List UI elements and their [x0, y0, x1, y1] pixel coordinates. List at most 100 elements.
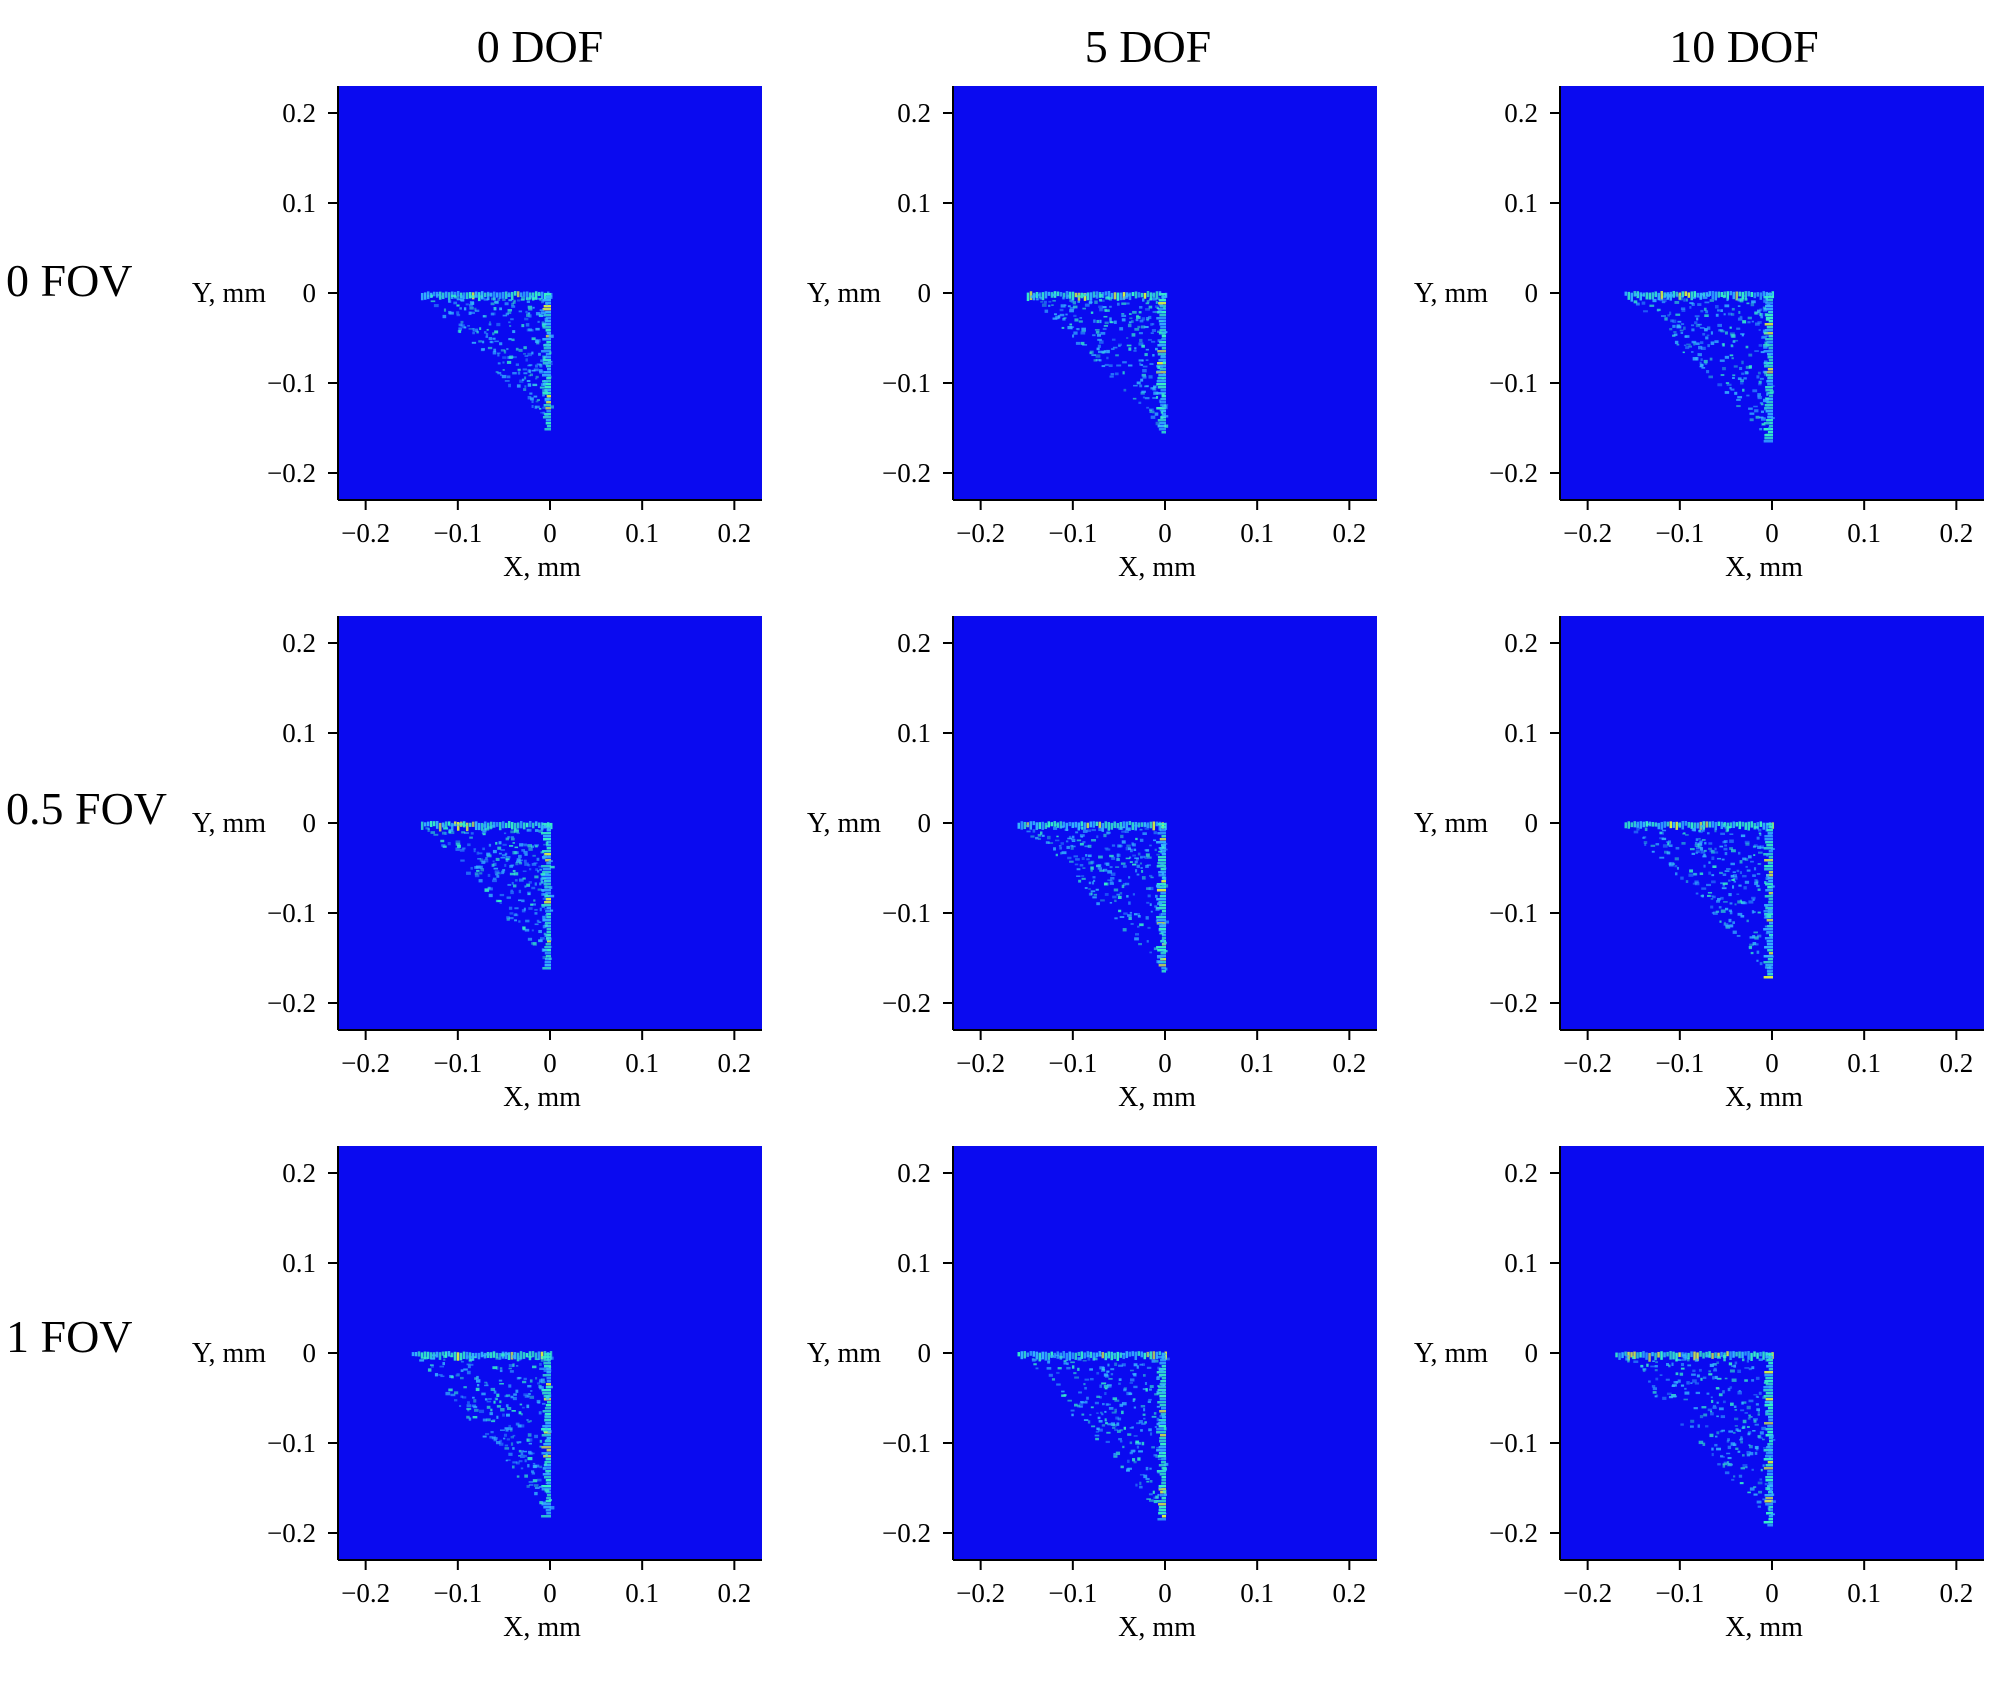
spot-point — [1163, 867, 1167, 870]
spot-point — [1034, 1359, 1038, 1361]
spot-point — [1676, 343, 1680, 346]
spot-point — [1707, 894, 1711, 897]
spot-point — [524, 1395, 530, 1398]
spot-pattern — [1624, 821, 1775, 979]
spot-point — [523, 346, 527, 350]
spot-point — [1149, 1385, 1154, 1389]
spot-point — [1083, 293, 1088, 296]
spot-point — [1760, 351, 1765, 354]
spot-point — [1764, 1404, 1773, 1407]
spot-point — [1141, 390, 1146, 393]
spot-point — [1763, 350, 1773, 353]
spot-point — [1105, 848, 1111, 851]
spot-point — [545, 898, 551, 901]
spot-point — [538, 865, 542, 868]
spot-point — [1157, 1455, 1166, 1458]
spot-point — [1747, 1351, 1750, 1360]
spot-point — [1145, 359, 1149, 361]
spot-point — [510, 291, 514, 301]
spot-point — [1145, 1466, 1149, 1471]
spot-point — [1770, 1401, 1773, 1404]
spot-point — [1742, 1419, 1747, 1424]
spot-point — [1146, 1366, 1152, 1369]
spot-point — [1764, 437, 1773, 440]
spot-point — [1100, 331, 1106, 335]
spot-point — [454, 824, 460, 827]
spot-point — [1039, 296, 1043, 300]
spot-point — [546, 1380, 551, 1383]
spot-point — [1159, 401, 1166, 404]
spot-point — [545, 328, 551, 332]
spot-point — [526, 1404, 530, 1409]
spot-point — [545, 303, 548, 306]
spot-point — [484, 1398, 488, 1401]
spot-point — [1765, 865, 1770, 868]
spot-point — [1733, 880, 1737, 883]
spot-point — [1118, 1382, 1121, 1385]
spot-point — [1719, 1454, 1724, 1457]
spot-point — [1083, 1383, 1086, 1386]
spot-point — [1158, 297, 1161, 300]
spot-point — [1765, 410, 1773, 413]
spot-point — [545, 1453, 548, 1457]
spot-point — [527, 1464, 530, 1468]
spot-point — [1096, 1412, 1099, 1414]
spot-point — [545, 317, 551, 320]
spot-point — [1738, 1438, 1742, 1441]
spot-point — [518, 310, 523, 313]
spot-point — [441, 295, 444, 298]
spot-point — [504, 380, 510, 382]
spot-point — [1129, 1441, 1133, 1445]
spot-point — [493, 307, 497, 311]
spot-point — [1156, 1405, 1160, 1408]
spot-point — [1101, 1413, 1104, 1416]
spot-point — [528, 847, 533, 851]
spot-point — [465, 822, 469, 832]
spot-point — [1131, 842, 1134, 846]
spot-point — [1080, 1351, 1084, 1359]
spot-point — [1158, 1351, 1162, 1356]
spot-point — [1104, 1374, 1110, 1378]
spot-point — [1695, 838, 1699, 842]
spot-point — [1156, 841, 1166, 844]
spot-point — [1162, 1467, 1167, 1471]
spot-point — [514, 879, 518, 882]
spot-point — [1128, 1351, 1132, 1357]
spot-point — [1722, 1464, 1726, 1468]
x-axis-label: X, mm — [503, 1082, 581, 1113]
spot-point — [466, 1363, 471, 1366]
spot-point — [1065, 1352, 1069, 1362]
spot-point — [539, 907, 542, 912]
spot-point — [1096, 347, 1100, 351]
spot-point — [1655, 1394, 1659, 1398]
spot-point — [1717, 1352, 1720, 1358]
spot-point — [499, 1367, 503, 1369]
spot-point — [522, 843, 528, 846]
spot-point — [1156, 1376, 1160, 1381]
spot-point — [448, 1388, 453, 1392]
spot-point — [1143, 822, 1147, 827]
spot-point — [1143, 1408, 1146, 1412]
spot-point — [1139, 319, 1144, 323]
spot-point — [1157, 823, 1166, 826]
spot-point — [1099, 307, 1103, 312]
spot-point — [1095, 821, 1099, 826]
spot-point — [1045, 841, 1050, 844]
spot-point — [541, 1356, 551, 1359]
spot-point — [459, 1376, 464, 1380]
spot-point — [1749, 1445, 1753, 1449]
spot-point — [1114, 1408, 1117, 1413]
spot-point — [1157, 1375, 1162, 1378]
spot-point — [1742, 388, 1745, 392]
spot-point — [1765, 1479, 1773, 1482]
spot-point — [1729, 326, 1732, 329]
spot-point — [1767, 1505, 1771, 1509]
spot-point — [1768, 1440, 1773, 1443]
spot-point — [1651, 821, 1655, 827]
spot-point — [442, 314, 447, 319]
spot-point — [1159, 422, 1166, 425]
spot-point — [1768, 335, 1773, 338]
spot-point — [531, 404, 534, 408]
spot-point — [1127, 323, 1132, 328]
spot-point — [1109, 317, 1112, 321]
